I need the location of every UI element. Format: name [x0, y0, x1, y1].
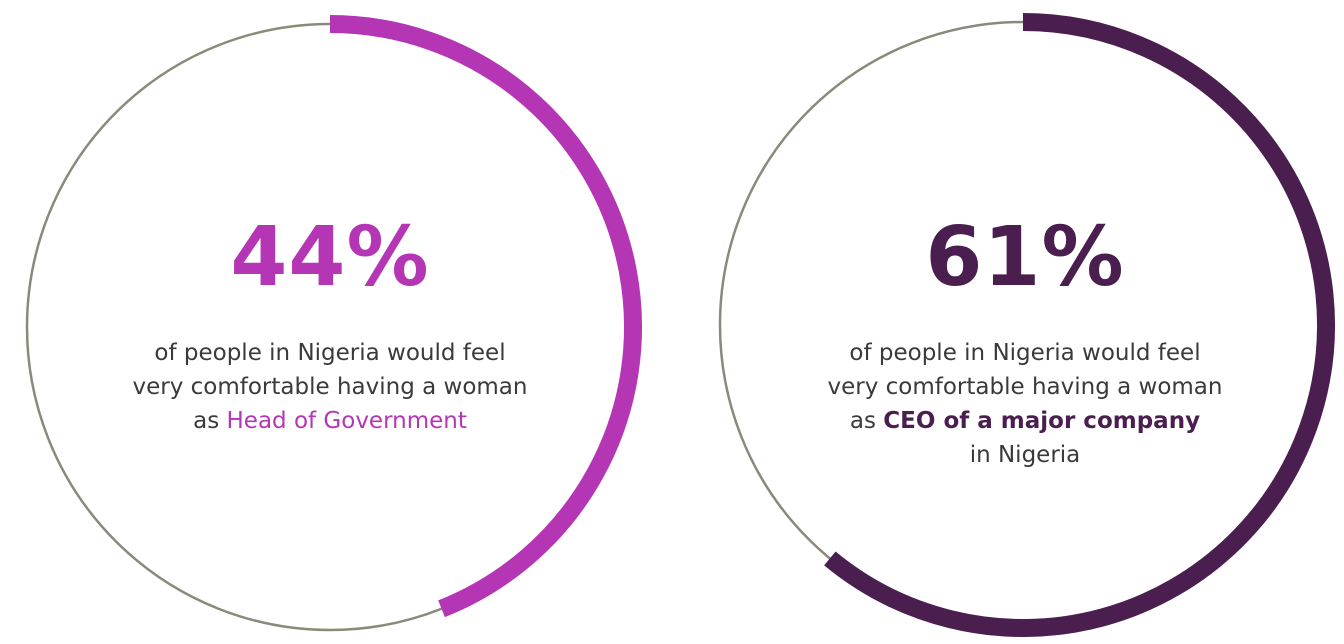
stat-head-of-government: 44% of people in Nigeria would feel very…	[50, 208, 610, 438]
description-line: of people in Nigeria would feel	[849, 340, 1201, 366]
description-prefix: as	[849, 408, 884, 434]
description-emphasis: CEO of a major company	[883, 408, 1201, 434]
description-emphasis: Head of Government	[226, 408, 467, 434]
description-suffix-line: in Nigeria	[969, 442, 1081, 468]
description-line-emphasis: as Head of Government	[50, 404, 610, 438]
gauge-value-arc	[824, 13, 1335, 637]
description-line: very comfortable having a woman	[132, 374, 528, 400]
description-prefix: as	[193, 408, 227, 434]
stat-ceo-major-company: 61% of people in Nigeria would feel very…	[745, 208, 1305, 472]
gauge-value-arc	[329, 15, 642, 618]
percentage-value: 44%	[230, 210, 430, 305]
percentage-value: 61%	[925, 210, 1125, 305]
description-line: of people in Nigeria would feel	[154, 340, 506, 366]
stat-description: of people in Nigeria would feel very com…	[50, 336, 610, 438]
stat-description: of people in Nigeria would feel very com…	[745, 336, 1305, 472]
description-line: very comfortable having a woman	[827, 374, 1223, 400]
description-line-emphasis: as CEO of a major company	[745, 404, 1305, 438]
